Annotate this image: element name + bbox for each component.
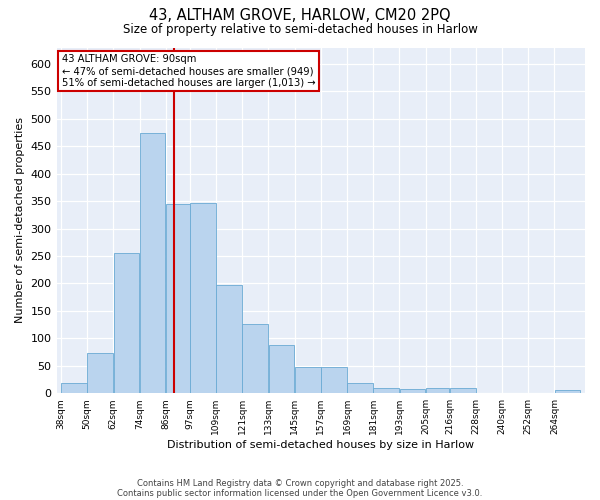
Text: Size of property relative to semi-detached houses in Harlow: Size of property relative to semi-detach…: [122, 22, 478, 36]
Bar: [373, 388, 399, 393]
Bar: [190, 203, 215, 393]
Y-axis label: Number of semi-detached properties: Number of semi-detached properties: [15, 118, 25, 324]
Bar: [242, 324, 268, 393]
Text: Contains HM Land Registry data © Crown copyright and database right 2025.: Contains HM Land Registry data © Crown c…: [137, 478, 463, 488]
Bar: [61, 384, 87, 393]
Bar: [426, 388, 449, 393]
Text: 43 ALTHAM GROVE: 90sqm
← 47% of semi-detached houses are smaller (949)
51% of se: 43 ALTHAM GROVE: 90sqm ← 47% of semi-det…: [62, 54, 316, 88]
Bar: [400, 389, 425, 393]
Text: 43, ALTHAM GROVE, HARLOW, CM20 2PQ: 43, ALTHAM GROVE, HARLOW, CM20 2PQ: [149, 8, 451, 22]
Bar: [140, 133, 166, 393]
X-axis label: Distribution of semi-detached houses by size in Harlow: Distribution of semi-detached houses by …: [167, 440, 475, 450]
Bar: [269, 345, 295, 393]
Bar: [554, 390, 580, 393]
Bar: [88, 352, 113, 393]
Text: Contains public sector information licensed under the Open Government Licence v3: Contains public sector information licen…: [118, 488, 482, 498]
Bar: [166, 204, 190, 393]
Bar: [216, 285, 242, 393]
Bar: [113, 254, 139, 393]
Bar: [347, 384, 373, 393]
Bar: [295, 368, 320, 393]
Bar: [321, 368, 347, 393]
Bar: [476, 392, 502, 393]
Bar: [450, 388, 476, 393]
